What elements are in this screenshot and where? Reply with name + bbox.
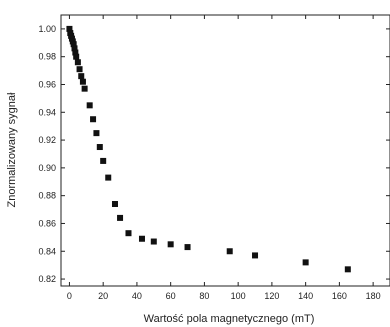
data-point <box>72 49 79 56</box>
data-point <box>86 102 93 109</box>
x-axis-ticks: 0 20 40 60 80 100 120 140 160 180 <box>67 15 381 301</box>
data-point <box>344 266 351 273</box>
y-tick-label: 0.98 <box>38 52 56 62</box>
data-point <box>167 241 174 248</box>
data-point <box>66 25 73 32</box>
x-tick-label: 160 <box>332 291 347 301</box>
y-tick-label: 1.00 <box>38 24 56 34</box>
data-point <box>111 201 118 208</box>
data-point <box>81 85 88 92</box>
data-point <box>302 259 309 266</box>
y-tick-label: 0.94 <box>38 107 56 117</box>
data-point <box>78 73 85 80</box>
y-tick-label: 0.82 <box>38 274 56 284</box>
data-point <box>71 45 78 52</box>
y-tick-label: 0.84 <box>38 246 56 256</box>
data-point <box>184 244 191 251</box>
data-point <box>76 66 83 73</box>
data-point <box>96 144 103 151</box>
data-point <box>226 248 233 255</box>
x-tick-label: 180 <box>366 291 381 301</box>
y-tick-label: 0.86 <box>38 218 56 228</box>
x-axis-title: Wartość pola magnetycznego (mT) <box>144 313 315 325</box>
y-tick-label: 0.90 <box>38 163 56 173</box>
data-point <box>70 41 77 48</box>
data-point <box>125 230 132 237</box>
y-axis-ticks: 0.82 0.84 0.86 0.88 0.90 0.92 0.94 0.96 0.98 1.00 <box>38 24 390 284</box>
data-point <box>90 116 97 123</box>
y-tick-label: 0.96 <box>38 79 56 89</box>
data-point <box>93 130 100 137</box>
x-tick-label: 20 <box>98 291 108 301</box>
data-points <box>66 25 351 273</box>
x-tick-label: 100 <box>231 291 246 301</box>
y-axis-title: Znormalizowany sygnał <box>6 92 18 207</box>
data-point <box>117 214 124 221</box>
data-point <box>150 238 157 245</box>
data-point <box>73 53 80 60</box>
x-tick-label: 40 <box>132 291 142 301</box>
data-point <box>74 59 81 66</box>
data-point <box>79 78 86 85</box>
data-point <box>105 174 112 181</box>
x-tick-label: 0 <box>67 291 72 301</box>
x-tick-label: 140 <box>298 291 313 301</box>
x-tick-label: 120 <box>264 291 279 301</box>
x-tick-label: 60 <box>166 291 176 301</box>
data-point <box>252 252 259 259</box>
data-point <box>138 235 145 242</box>
y-tick-label: 0.92 <box>38 135 56 145</box>
plot-frame <box>60 14 390 287</box>
y-tick-label: 0.88 <box>38 191 56 201</box>
data-point <box>100 157 107 164</box>
x-tick-label: 80 <box>199 291 209 301</box>
